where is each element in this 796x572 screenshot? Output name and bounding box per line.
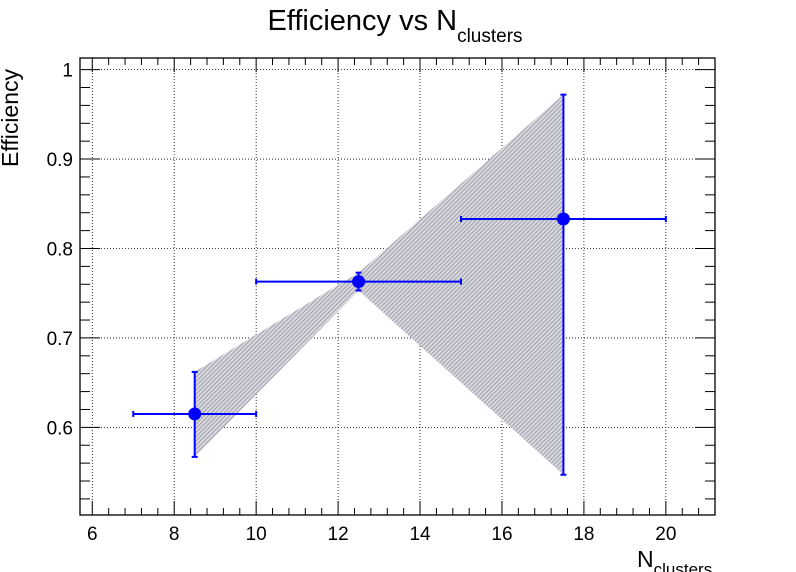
plot-frame: [79, 57, 716, 516]
chart-title-subscript: clusters: [457, 26, 522, 47]
y-tick-labels: 0.6 0.7 0.8 0.9 1: [47, 61, 73, 440]
y-tick-label: 1: [62, 61, 73, 82]
point-marker: [188, 407, 202, 421]
x-tick-label: 18: [573, 524, 594, 545]
x-tick-label: 8: [169, 524, 180, 545]
x-tick-label: 10: [246, 524, 267, 545]
chart-title: Efficiency vs Nclusters: [267, 5, 522, 47]
y-tick-label: 0.6: [47, 418, 73, 439]
x-tick-label: 16: [491, 524, 512, 545]
data-points: [132, 93, 667, 476]
y-axis-label: Efficiency: [0, 68, 23, 167]
data-point: [255, 271, 462, 292]
axis-ticks: [80, 58, 716, 515]
chart-title-main: Efficiency vs N: [267, 5, 457, 37]
x-tick-label: 20: [655, 524, 676, 545]
x-axis-label-main: N: [637, 546, 654, 572]
point-marker: [352, 275, 366, 289]
x-tick-labels: 6 8 10 12 14 16 18 20: [87, 524, 676, 545]
point-marker: [556, 212, 570, 226]
y-tick-label: 0.7: [47, 329, 73, 350]
error-band: [194, 94, 564, 475]
x-axis-label-subscript: clusters: [654, 560, 713, 572]
x-tick-label: 12: [328, 524, 349, 545]
x-tick-label: 14: [409, 524, 431, 545]
data-point: [132, 370, 258, 458]
x-tick-label: 6: [87, 524, 98, 545]
data-point: [460, 93, 667, 476]
y-tick-label: 0.8: [47, 239, 73, 260]
y-tick-label: 0.9: [47, 150, 73, 171]
x-axis-label: Nclusters: [637, 546, 712, 572]
